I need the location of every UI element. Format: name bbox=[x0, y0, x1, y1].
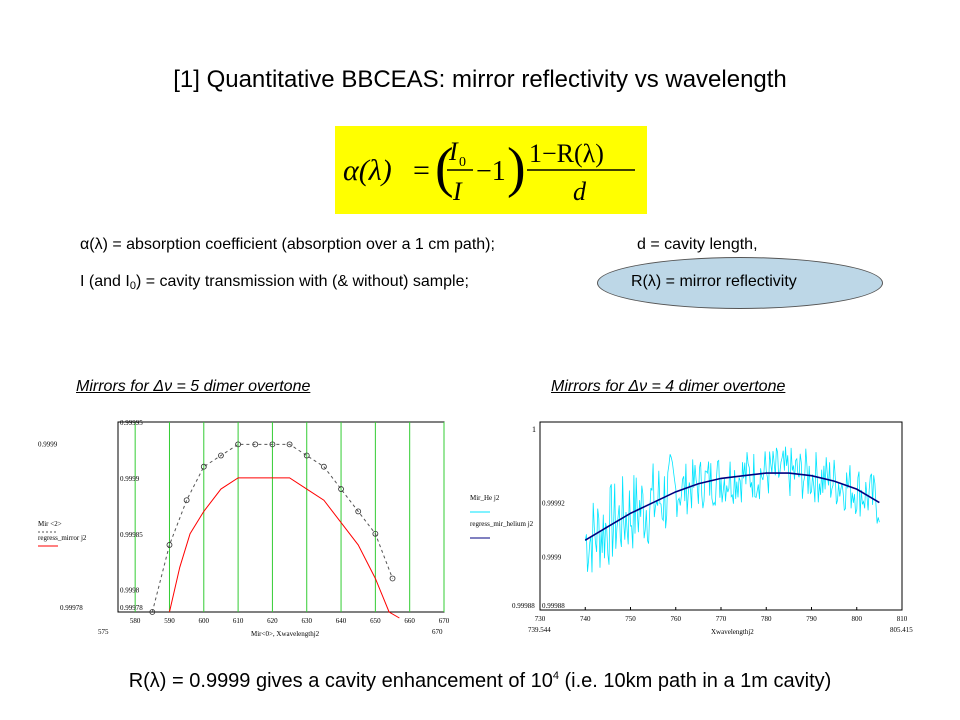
definition-alpha: α(λ) = absorption coefficient (absorptio… bbox=[80, 236, 495, 253]
y-left-label: 0.9999 bbox=[38, 440, 58, 448]
x-tick-label: 580 bbox=[130, 617, 141, 625]
y-tick-label: 0.99992 bbox=[542, 500, 565, 508]
formula-numerator: 1−R(λ) bbox=[529, 139, 604, 168]
series-mir-he bbox=[584, 446, 880, 573]
formula-denominator: d bbox=[573, 177, 587, 206]
legend-label: regress_mirror j2 bbox=[38, 534, 87, 542]
x-tick-label: 770 bbox=[716, 615, 727, 623]
y-left-label: 1 bbox=[532, 425, 536, 434]
footer-statement: R(λ) = 0.9999 gives a cavity enhancement… bbox=[0, 670, 960, 693]
formula-equals: = bbox=[413, 154, 430, 187]
series-mir-point bbox=[149, 609, 156, 615]
formula-lhs: α(λ) bbox=[343, 154, 392, 187]
x-axis-label: Mir<0>, Xwavelengthj2 bbox=[251, 630, 320, 638]
series-mir-point bbox=[235, 441, 242, 448]
legend-label: Mir_He j2 bbox=[470, 494, 500, 502]
formula-paren-right: ) bbox=[507, 137, 526, 199]
y-left-label: 0.99988 bbox=[512, 602, 535, 610]
formula-i: I bbox=[452, 177, 463, 206]
highlight-ellipse bbox=[597, 257, 883, 309]
x-range-label: 670 bbox=[432, 628, 443, 636]
y-tick-label: 0.9999 bbox=[542, 553, 562, 561]
definition-intensity-sub: 0 bbox=[129, 280, 136, 292]
series-mir-point bbox=[183, 497, 190, 504]
y-tick-label: 0.99988 bbox=[542, 602, 565, 610]
x-tick-label: 780 bbox=[761, 615, 772, 623]
y-tick-label: 0.99995 bbox=[120, 419, 143, 427]
caption-right: Mirrors for Δν = 4 dimer overtone bbox=[551, 378, 786, 395]
x-tick-label: 640 bbox=[336, 617, 347, 625]
formula-i0: I bbox=[448, 137, 459, 166]
chart-right: 730 740 750 760 770 780 790 800 810 0.99992 0.9999… bbox=[470, 421, 913, 636]
y-tick-label: 0.99978 bbox=[120, 604, 143, 612]
x-tick-label: 630 bbox=[301, 617, 312, 625]
x-tick-label: 750 bbox=[625, 615, 636, 623]
x-tick-label: 590 bbox=[164, 617, 175, 625]
x-tick-label: 760 bbox=[671, 615, 682, 623]
caption-left: Mirrors for Δν = 5 dimer overtone bbox=[76, 378, 311, 395]
chart-left: 580 590 600 610 620 630 640 650 660 670 0.99995 0.9… bbox=[38, 419, 450, 638]
series-mir-point bbox=[389, 575, 396, 582]
definition-intensity-post: ) = cavity transmission with (& without)… bbox=[135, 273, 469, 290]
x-tick-label: 610 bbox=[233, 617, 244, 625]
formula-i0-sub: 0 bbox=[459, 155, 466, 170]
series-mir-point bbox=[252, 441, 259, 448]
series-mir-point bbox=[372, 530, 379, 537]
x-tick-label: 810 bbox=[897, 615, 908, 623]
definition-intensity: I (and I0) = cavity transmission with (&… bbox=[80, 273, 469, 292]
page-title: [1] Quantitative BBCEAS: mirror reflecti… bbox=[173, 66, 787, 93]
y-tick-label: 0.9999 bbox=[120, 475, 140, 483]
x-range-label: 805.415 bbox=[890, 626, 913, 634]
definition-reflectivity: R(λ) = mirror reflectivity bbox=[631, 273, 797, 290]
x-tick-label: 660 bbox=[404, 617, 415, 625]
series-mir-line bbox=[151, 443, 393, 613]
series-mir-point bbox=[355, 508, 362, 515]
x-tick-label: 620 bbox=[267, 617, 278, 625]
footer-sup: 4 bbox=[552, 670, 559, 682]
x-tick-label: 790 bbox=[806, 615, 817, 623]
series-regress-mirror bbox=[168, 477, 400, 619]
plot-frame bbox=[539, 421, 903, 611]
series-mir-point bbox=[338, 486, 344, 492]
series-regress-mir-helium bbox=[584, 472, 880, 541]
legend-label: regress_mir_helium j2 bbox=[470, 520, 534, 528]
formula-minus-one: −1 bbox=[476, 156, 506, 187]
legend-label: Mir <2> bbox=[38, 520, 62, 528]
x-range-label: 575 bbox=[98, 628, 109, 636]
x-range-label: 739.544 bbox=[528, 626, 551, 634]
x-tick-label: 650 bbox=[370, 617, 381, 625]
x-tick-label: 800 bbox=[852, 615, 863, 623]
x-axis-label: Xwavelengthj2 bbox=[711, 628, 754, 636]
x-tick-label: 730 bbox=[535, 615, 546, 623]
x-tick-label: 600 bbox=[199, 617, 210, 625]
series-mir-point bbox=[200, 463, 207, 470]
footer-post: (i.e. 10km path in a 1m cavity) bbox=[558, 670, 832, 692]
formula-svg: α(λ) = ( I 0 I −1 ) 1−R(λ) d bbox=[343, 137, 635, 206]
series-mir-point bbox=[303, 452, 310, 459]
y-tick-label: 0.99985 bbox=[120, 531, 143, 539]
definition-intensity-pre: I (and I bbox=[80, 273, 130, 290]
formula-box: α(λ) = ( I 0 I −1 ) 1−R(λ) d bbox=[335, 126, 647, 214]
plot-frame bbox=[117, 421, 445, 613]
series-mir-point bbox=[286, 441, 293, 448]
series-mir-point bbox=[218, 452, 224, 459]
y-tick-label: 0.9998 bbox=[120, 587, 140, 595]
series-mir-point bbox=[166, 542, 173, 548]
footer-pre: R(λ) = 0.9999 gives a cavity enhancement… bbox=[128, 670, 553, 692]
series-mir-point bbox=[320, 463, 327, 470]
y-left-label: 0.99978 bbox=[60, 604, 83, 612]
series-mir-point bbox=[269, 441, 276, 448]
formula-paren-left: ( bbox=[435, 137, 454, 199]
definition-d: d = cavity length, bbox=[637, 236, 758, 253]
x-tick-label: 740 bbox=[580, 615, 591, 623]
x-tick-label: 670 bbox=[439, 617, 450, 625]
